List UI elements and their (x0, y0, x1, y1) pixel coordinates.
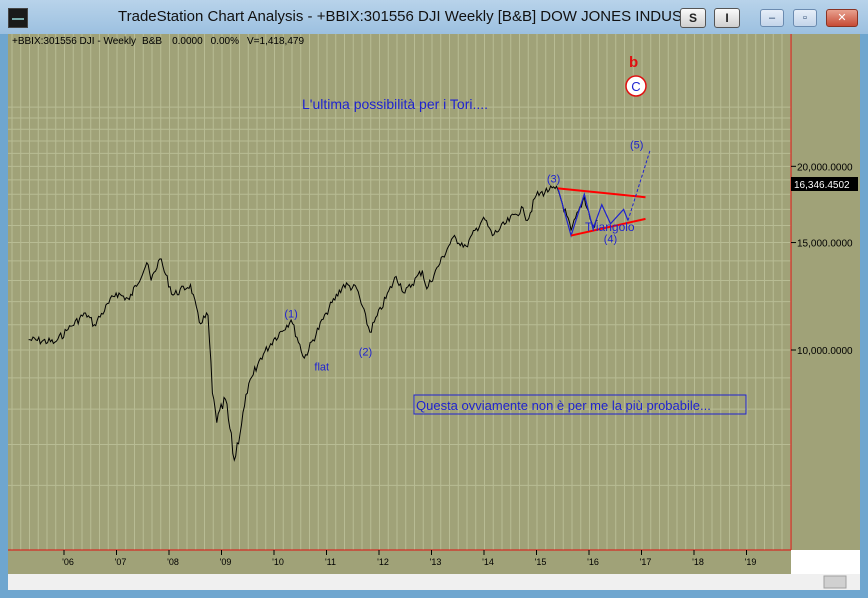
chart-header-line: +BBIX:301556 DJI - Weekly B&B 0.0000 0.00% V… (12, 36, 304, 47)
wave-label: (1) (284, 309, 297, 321)
triangle-lower-trendline (570, 217, 646, 237)
header-pct: 0.00% (211, 36, 239, 47)
x-tick-label: '06 (62, 557, 74, 567)
x-tick-label: '14 (482, 557, 494, 567)
x-tick-label: '17 (640, 557, 652, 567)
price-chart[interactable]: +BBIX:301556 DJI - Weekly B&B 0.0000 0.00% V… (8, 34, 860, 590)
header-change: 0.0000 (172, 36, 203, 47)
wave-label: (2) (359, 346, 372, 358)
x-tick-label: '11 (325, 557, 336, 567)
wave-label: (5) (630, 139, 643, 151)
last-price-box (791, 177, 858, 191)
style-menu-button[interactable]: S (680, 8, 706, 28)
minimize-button[interactable]: ‒ (760, 9, 784, 27)
price-series-line (28, 185, 598, 462)
x-tick-label: '12 (377, 557, 389, 567)
chart-window[interactable]: +BBIX:301556 DJI - Weekly B&B 0.0000 0.00% V… (8, 34, 860, 590)
x-tick-label: '15 (535, 557, 547, 567)
triangle-label: Triangolo (585, 220, 635, 234)
wave-label: (4) (604, 234, 617, 246)
wave-c-circle (625, 75, 647, 97)
insert-menu-button[interactable]: I (714, 8, 740, 28)
header-volume: V=1,418,479 (247, 36, 304, 47)
y-tick-label: 10,000.0000 (797, 346, 853, 357)
grid-lines (8, 34, 792, 550)
triangle-upper-trendline (557, 187, 646, 199)
plot-background (8, 34, 791, 550)
last-price-label: 16,346.4502 (794, 180, 850, 191)
maximize-button[interactable]: ▫ (793, 9, 817, 27)
wave5-dashed-projection (627, 150, 651, 221)
header-feed: B&B (142, 36, 162, 47)
x-tick-label: '19 (745, 557, 757, 567)
wave-c-label: C (631, 79, 640, 94)
wave-label: flat (314, 362, 329, 374)
scrollbar-thumb[interactable] (823, 575, 847, 589)
x-tick-label: '10 (272, 557, 284, 567)
wave-label: (3) (547, 174, 560, 186)
x-tick-label: '08 (167, 557, 179, 567)
x-tick-label: '18 (692, 557, 704, 567)
header-symbol: +BBIX:301556 DJI - Weekly (12, 36, 136, 47)
wave-labels: (1) (2) flat (3) (4) (5) (284, 139, 643, 373)
tradestation-app-icon[interactable] (8, 8, 28, 28)
horizontal-scrollbar[interactable] (8, 574, 860, 590)
x-tick-label: '16 (587, 557, 599, 567)
headline-annotation: L'ultima possibilità per i Tori.... (302, 96, 488, 112)
wave-b-label: b (629, 54, 638, 71)
x-tick-label: '13 (430, 557, 442, 567)
note-box (413, 394, 747, 415)
note-annotation: Questa ovviamente non è per me la più pr… (416, 398, 711, 413)
window-title: TradeStation Chart Analysis - +BBIX:3015… (118, 8, 682, 25)
time-scale: '06 '07 '08 '09 '10 '11 '12 '13 '14 '15 '16 '17 '18 '… (62, 550, 756, 567)
x-tick-label: '07 (115, 557, 127, 567)
x-tick-label: '09 (220, 557, 232, 567)
title-bar[interactable]: TradeStation Chart Analysis - +BBIX:3015… (0, 0, 868, 34)
wave-projection-line (557, 188, 629, 238)
time-axis-area (8, 550, 791, 574)
y-tick-label: 20,000.0000 (797, 162, 853, 173)
price-scale: 10,000.0000 15,000.0000 20,000.0000 (791, 162, 853, 357)
y-tick-label: 15,000.0000 (797, 239, 853, 250)
price-axis-area (791, 34, 860, 550)
close-button[interactable]: ✕ (826, 9, 858, 27)
